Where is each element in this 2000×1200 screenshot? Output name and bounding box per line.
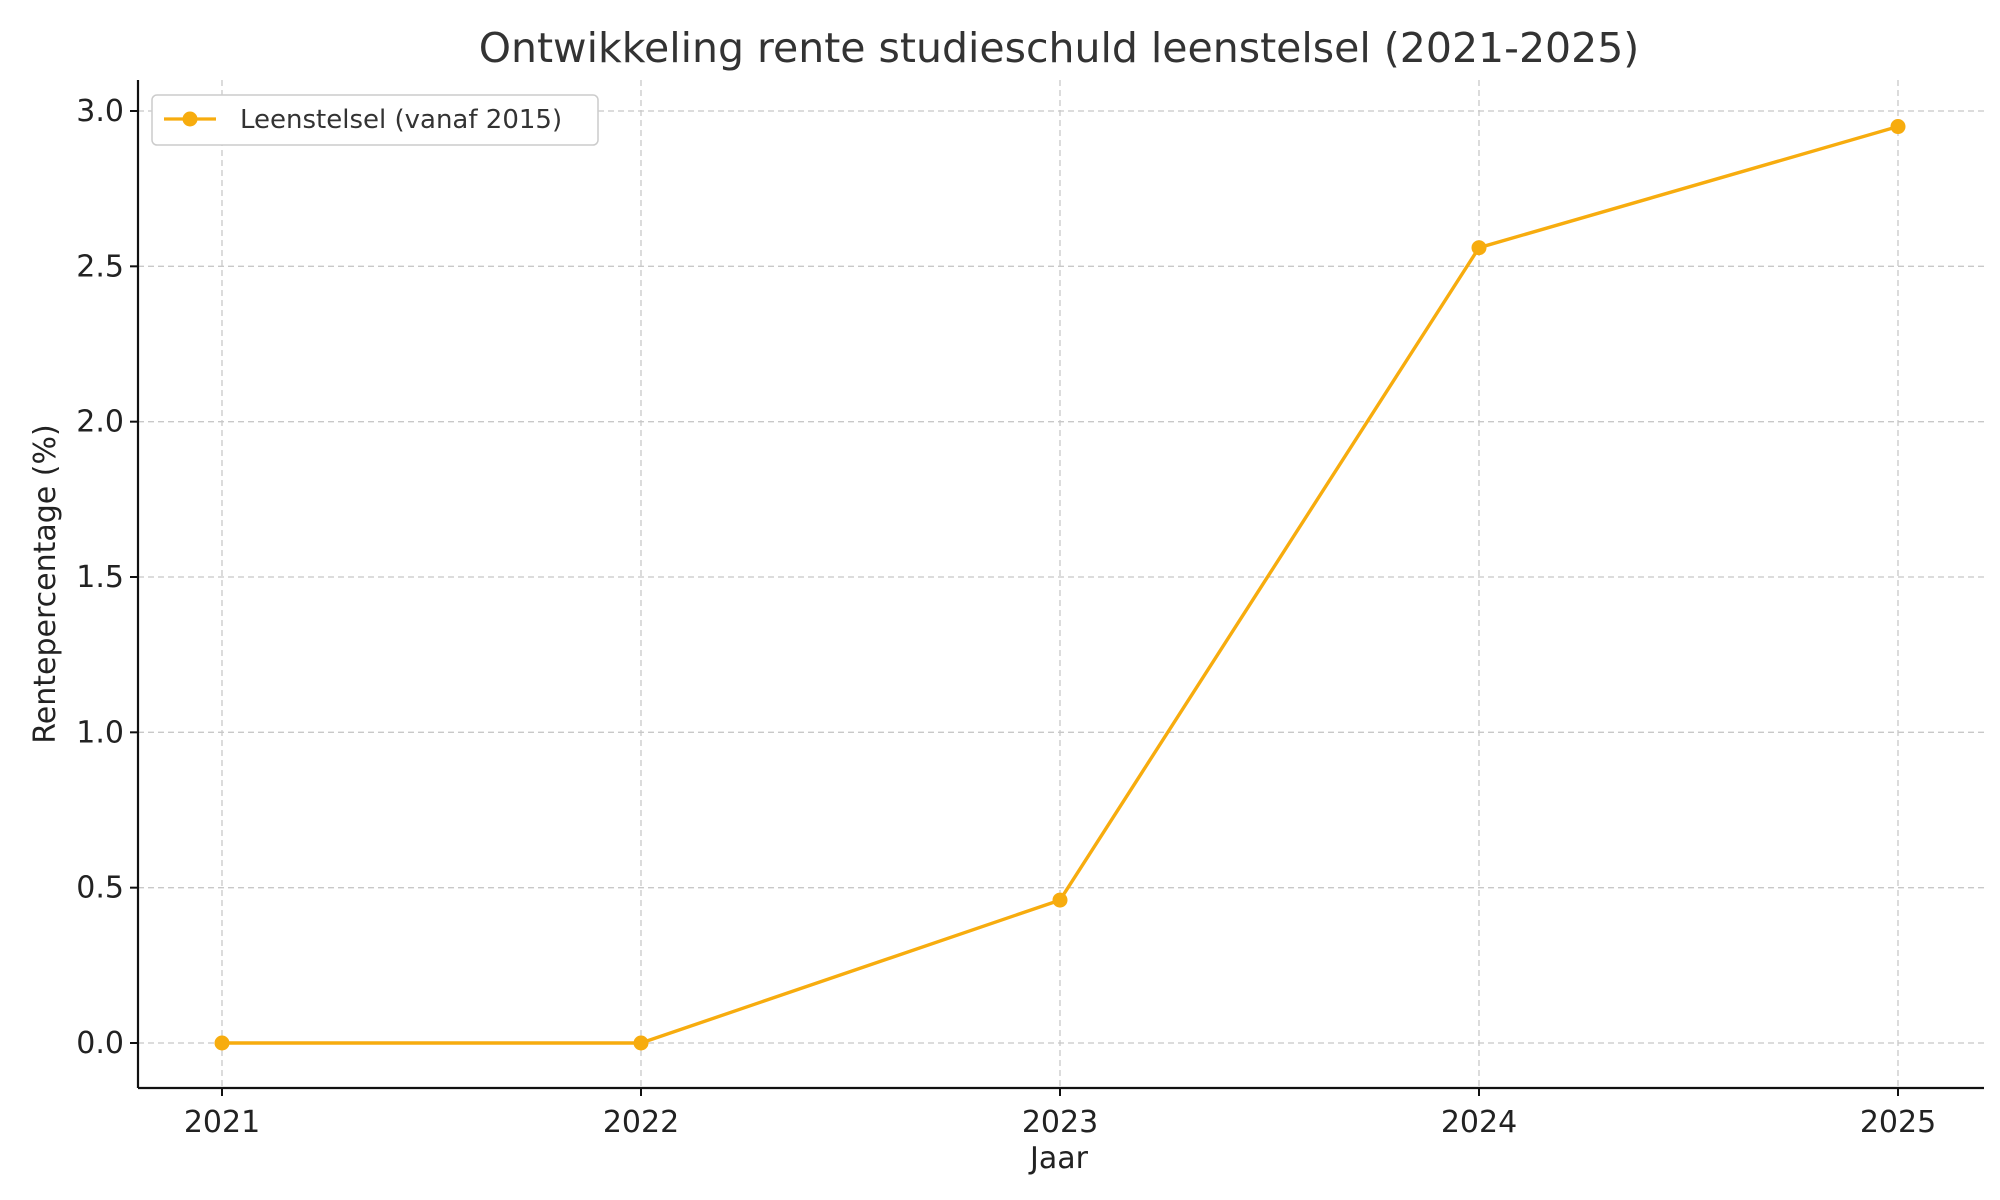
- data-point-2024: [1471, 240, 1487, 256]
- chart-title: Ontwikkeling rente studieschuld leenstel…: [479, 24, 1640, 72]
- axes: [136, 80, 1984, 1090]
- grid: [138, 80, 1984, 1088]
- y-tick-label: 3.0: [76, 94, 124, 129]
- y-tick-label: 2.5: [76, 249, 124, 284]
- y-tick-label: 0.5: [76, 871, 124, 906]
- y-tick-label: 1.5: [76, 560, 124, 595]
- y-tick-label: 1.0: [76, 715, 124, 750]
- y-axis-label: Rentepercentage (%): [28, 424, 63, 743]
- x-tick-labels: 2021 2022 2023 2024 2025: [184, 1088, 1936, 1140]
- legend: Leenstelsel (vanaf 2015): [151, 94, 599, 146]
- x-axis-label: Jaar: [1028, 1141, 1089, 1176]
- legend-label: Leenstelsel (vanaf 2015): [240, 105, 562, 135]
- series: [214, 119, 1906, 1051]
- legend-box: [151, 94, 599, 146]
- x-tick-label: 2023: [1022, 1105, 1098, 1140]
- data-point-2025: [1890, 119, 1906, 135]
- y-tick-label: 0.0: [76, 1026, 124, 1061]
- x-tick-label: 2021: [184, 1105, 260, 1140]
- x-tick-label: 2024: [1441, 1105, 1517, 1140]
- x-tick-label: 2022: [603, 1105, 679, 1140]
- data-point-2021: [214, 1035, 230, 1051]
- data-point-2022: [633, 1035, 649, 1051]
- y-tick-label: 2.0: [76, 405, 124, 440]
- legend-marker: [182, 111, 198, 127]
- x-tick-label: 2025: [1860, 1105, 1936, 1140]
- data-point-2023: [1052, 892, 1068, 908]
- y-tick-labels: 0.0 0.5 1.0 1.5 2.0 2.5 3.0: [76, 94, 138, 1061]
